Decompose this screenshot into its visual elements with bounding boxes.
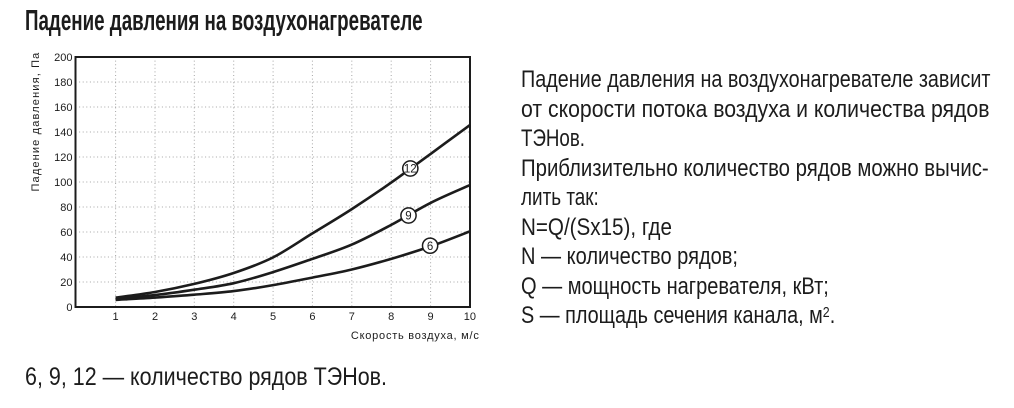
svg-text:1: 1 (113, 311, 119, 323)
svg-text:5: 5 (270, 311, 276, 323)
svg-text:9: 9 (428, 311, 434, 323)
svg-text:8: 8 (388, 311, 394, 323)
svg-text:20: 20 (60, 277, 72, 289)
svg-text:100: 100 (54, 177, 72, 189)
svg-text:120: 120 (54, 152, 72, 164)
svg-text:Скорость воздуха, м/с: Скорость воздуха, м/с (351, 330, 480, 342)
svg-text:12: 12 (404, 164, 417, 176)
svg-text:Падение давления, Па: Падение давления, Па (30, 52, 42, 192)
svg-text:180: 180 (54, 77, 72, 89)
svg-text:140: 140 (54, 127, 72, 139)
svg-text:2: 2 (152, 311, 158, 323)
svg-text:80: 80 (60, 202, 72, 214)
svg-text:9: 9 (405, 211, 411, 223)
svg-text:200: 200 (54, 52, 72, 64)
svg-text:40: 40 (60, 252, 72, 264)
svg-text:4: 4 (231, 311, 237, 323)
svg-text:10: 10 (464, 311, 476, 323)
svg-text:160: 160 (54, 102, 72, 114)
svg-text:60: 60 (60, 227, 72, 239)
svg-text:3: 3 (191, 311, 197, 323)
svg-text:0: 0 (66, 302, 72, 314)
svg-text:7: 7 (349, 311, 355, 323)
svg-text:6: 6 (309, 311, 315, 323)
svg-text:6: 6 (427, 241, 433, 253)
